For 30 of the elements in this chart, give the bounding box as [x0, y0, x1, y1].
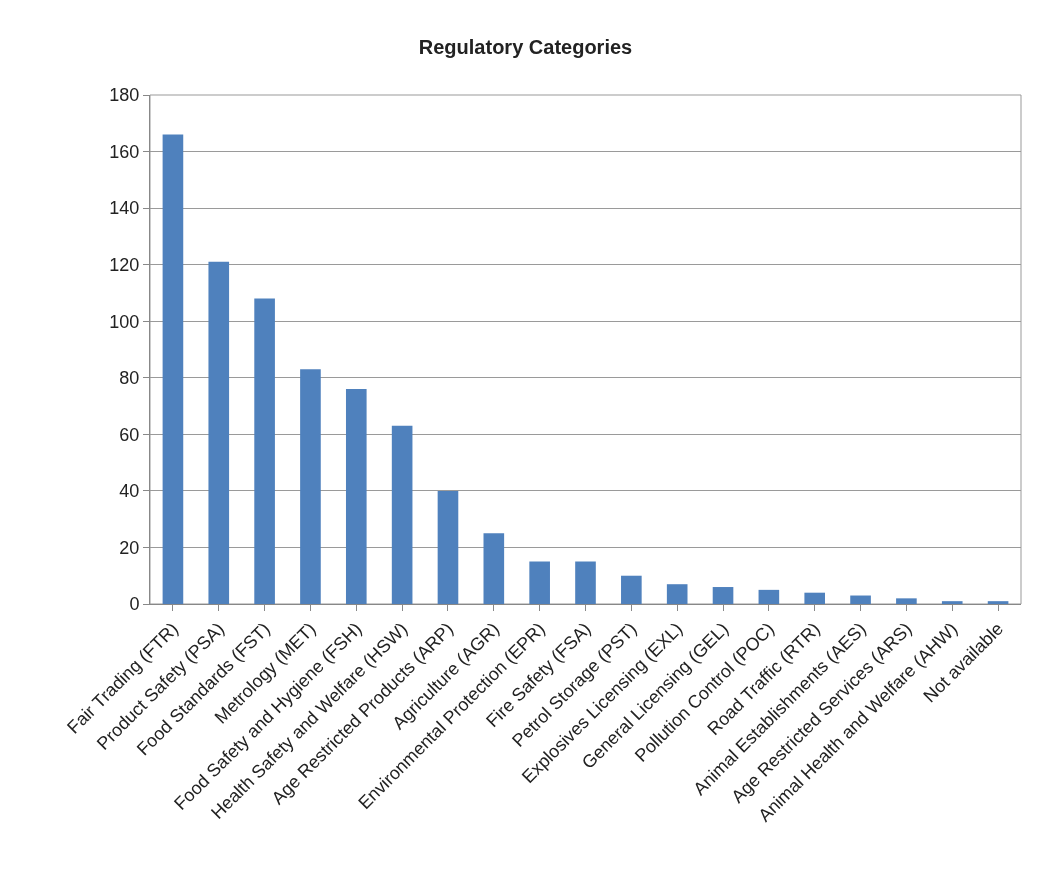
y-tick-label: 60 [119, 424, 140, 445]
bar [804, 592, 826, 604]
bar [345, 389, 367, 604]
bar [896, 598, 917, 604]
y-tick-label: 160 [109, 141, 140, 162]
bar [850, 595, 871, 604]
y-tick-label: 40 [119, 481, 140, 502]
y-tick-label: 100 [109, 311, 140, 332]
y-tick-label: 0 [129, 594, 140, 615]
bar [254, 298, 275, 604]
bar [483, 533, 505, 604]
bar [621, 575, 642, 604]
y-tick-label: 80 [119, 368, 140, 389]
bar [300, 369, 321, 604]
bar [437, 490, 459, 604]
bar [987, 601, 1009, 604]
y-tick-label: 140 [109, 198, 140, 219]
bar [666, 584, 688, 604]
bar [712, 587, 734, 604]
y-tick-label: 120 [109, 254, 140, 275]
bar [162, 134, 184, 604]
chart-title: Regulatory Categories [418, 35, 633, 58]
y-tick-label: 20 [119, 537, 140, 558]
bar [758, 589, 780, 604]
bar [529, 561, 550, 604]
bar [941, 601, 963, 604]
bar [208, 261, 230, 604]
bar [575, 561, 596, 604]
bar [391, 425, 413, 604]
y-tick-label: 180 [109, 85, 140, 106]
